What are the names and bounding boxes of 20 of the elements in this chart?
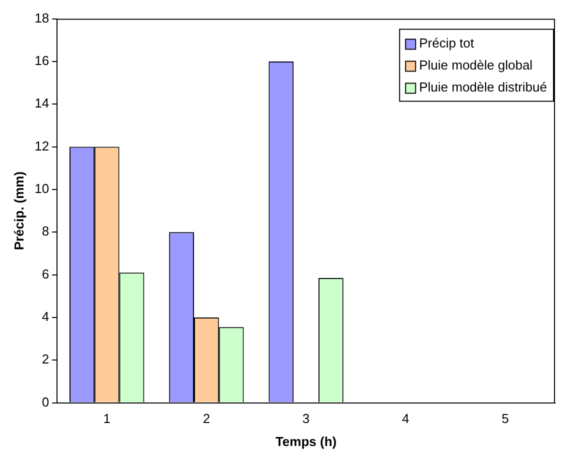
x-axis-title: Temps (h) — [275, 434, 337, 449]
x-tick-label: 1 — [103, 411, 110, 426]
y-tick-label: 16 — [34, 53, 50, 68]
x-tick-label: 4 — [402, 411, 410, 426]
x-tick-label: 2 — [202, 411, 210, 426]
y-tick-label: 8 — [42, 224, 50, 239]
y-tick-label: 18 — [34, 10, 50, 26]
legend-label: Précip tot — [419, 35, 474, 50]
legend-label: Pluie modèle global — [419, 57, 533, 72]
y-tick-label: 10 — [34, 181, 50, 196]
y-tick-label: 6 — [42, 266, 50, 282]
y-tick-label: 14 — [34, 96, 50, 111]
legend-label: Pluie modèle distribué — [419, 79, 547, 94]
x-tick-label: 3 — [302, 411, 310, 426]
y-tick-label: 4 — [42, 309, 50, 324]
y-tick-label: 0 — [42, 394, 50, 410]
y-tick-label: 2 — [42, 352, 50, 367]
y-axis-title: Précip. (mm) — [11, 171, 26, 250]
y-tick-label: 12 — [34, 138, 50, 154]
x-tick-label: 5 — [502, 411, 509, 426]
